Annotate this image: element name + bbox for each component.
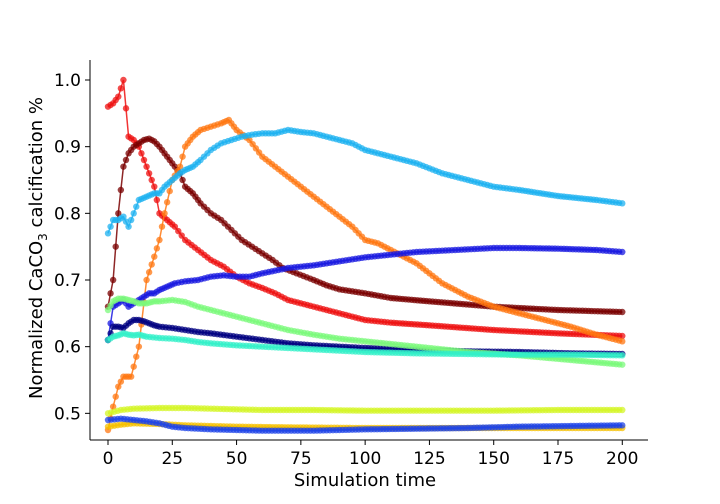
data-point: [619, 332, 626, 340]
x-tick-label: 200: [606, 449, 638, 469]
y-axis-ticks: 0.5 0.6 0.7 0.8 0.9 1.0: [54, 71, 90, 424]
y-tick-label: 0.9: [54, 138, 81, 158]
y-tick-label: 0.6: [54, 338, 81, 358]
data-point: [135, 343, 143, 350]
data-point: [179, 153, 186, 160]
data-point: [148, 261, 155, 268]
data-point: [148, 176, 155, 184]
x-tick-label: 100: [349, 449, 381, 469]
x-axis-ticks: 0 25 50 75 100 125 150 175 200: [103, 440, 639, 469]
data-point: [145, 170, 153, 177]
series-10: [104, 415, 626, 434]
y-tick-label: 0.7: [54, 271, 81, 291]
data-point: [619, 338, 626, 345]
data-point: [619, 361, 626, 368]
data-point: [120, 163, 127, 170]
data-point: [179, 176, 186, 184]
data-point: [138, 150, 145, 157]
data-point: [104, 230, 112, 237]
series-0: [104, 76, 626, 340]
data-point: [619, 248, 626, 256]
series-8: [104, 404, 626, 417]
data-point: [122, 105, 130, 112]
series-1: [104, 135, 626, 316]
data-point: [130, 210, 137, 217]
data-point: [178, 232, 185, 239]
data-point: [120, 213, 127, 220]
data-point: [130, 363, 137, 370]
y-axis-title-tail: calcification %: [26, 97, 47, 233]
y-tick-label: 1.0: [54, 71, 81, 91]
data-point: [145, 269, 153, 276]
series-line: [107, 137, 623, 313]
y-axis-title: Normalized CaCO3 calcification %: [26, 97, 50, 399]
y-tick-label: 0.8: [54, 204, 81, 224]
data-point: [153, 196, 161, 204]
data-point: [117, 378, 125, 385]
data-point: [133, 203, 140, 210]
data-point: [127, 373, 135, 380]
data-point: [117, 85, 125, 92]
x-tick-label: 50: [226, 449, 248, 469]
data-point: [156, 236, 163, 244]
data-point: [166, 187, 173, 195]
x-tick-label: 150: [477, 449, 509, 469]
data-point: [117, 186, 125, 194]
data-point: [115, 383, 122, 390]
data-point: [158, 223, 166, 230]
data-point: [143, 163, 150, 170]
data-point: [122, 156, 130, 164]
data-point: [112, 243, 119, 250]
series-layer: [104, 76, 626, 434]
data-point: [115, 93, 122, 100]
data-point: [619, 422, 626, 429]
data-point: [171, 223, 179, 230]
series-2: [104, 116, 626, 434]
data-point: [161, 210, 168, 217]
data-point: [109, 403, 117, 410]
x-axis-title: Simulation time: [294, 470, 436, 491]
data-point: [151, 183, 158, 190]
data-point: [109, 276, 117, 284]
data-point: [120, 76, 127, 84]
data-point: [115, 210, 122, 217]
data-point: [619, 406, 626, 414]
data-point: [125, 223, 132, 230]
y-tick-label: 0.5: [54, 404, 81, 424]
data-point: [140, 156, 148, 164]
data-point: [163, 199, 171, 206]
data-point: [619, 352, 626, 359]
x-tick-label: 25: [161, 449, 183, 469]
data-point: [153, 245, 161, 252]
data-point: [619, 308, 626, 316]
x-tick-label: 175: [542, 449, 574, 469]
series-6: [104, 295, 626, 368]
data-point: [107, 290, 114, 297]
y-axis-title-main: Normalized CaCO: [26, 241, 47, 399]
data-point: [112, 393, 119, 400]
series-4: [104, 244, 626, 344]
x-tick-label: 125: [413, 449, 445, 469]
data-point: [127, 216, 135, 224]
data-point: [107, 223, 114, 230]
data-point: [143, 276, 150, 284]
series-3: [104, 126, 626, 237]
data-point: [175, 227, 182, 235]
y-axis-title-subscript: 3: [36, 233, 50, 241]
x-tick-label: 75: [290, 449, 312, 469]
data-point: [122, 218, 130, 225]
data-point: [151, 253, 158, 260]
data-point: [619, 200, 626, 207]
series-7: [104, 330, 626, 359]
data-point: [176, 163, 184, 170]
series-line: [107, 79, 623, 337]
data-point: [133, 353, 140, 360]
series-line: [107, 119, 623, 431]
x-tick-label: 0: [103, 449, 114, 469]
